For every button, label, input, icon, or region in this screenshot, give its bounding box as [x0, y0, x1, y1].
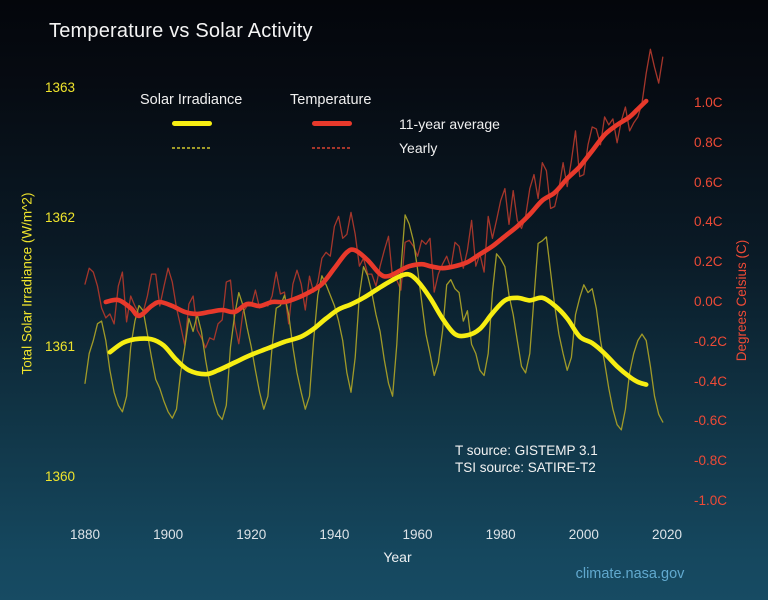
axis-tick-label: 1960 — [402, 527, 433, 542]
series-line-temp_avg — [103, 98, 649, 319]
axis-tick-label: 0.6C — [694, 174, 723, 190]
climate-nasa-gov-link[interactable]: climate.nasa.gov — [575, 566, 685, 582]
axis-tick-label: 1362 — [44, 209, 75, 225]
axis-tick-label: 2020 — [651, 527, 682, 542]
axis-tick-label: -0.8C — [694, 453, 728, 469]
axis-tick-label: 0.4C — [694, 214, 723, 230]
tsi-source-note: TSI source: SATIRE-T2 — [455, 460, 596, 475]
axis-tick-label: -0.4C — [694, 373, 728, 389]
axis-tick-label: 1.0C — [694, 95, 723, 110]
axis-tick-label: 0.2C — [694, 254, 723, 270]
x-axis-title: Year — [383, 549, 412, 565]
axis-tick-label: 0.8C — [694, 134, 723, 150]
legend-swatch-temperature-yearly-line — [312, 147, 352, 149]
legend-swatch-solar-yearly-line — [172, 147, 212, 149]
series-line-tsi_yearly — [84, 214, 664, 431]
axis-tick-label: 1360 — [44, 468, 75, 484]
legend-swatch-temperature-average-line — [312, 121, 352, 126]
temperature-source-note: T source: GISTEMP 3.1 — [455, 443, 598, 458]
axis-tick-label: 1361 — [44, 339, 75, 354]
axis-tick-label: -0.6C — [694, 413, 728, 429]
axis-tick-label: 0.0C — [694, 294, 723, 309]
legend-label-11-year-average: 11-year average — [399, 116, 500, 132]
series-line-tsi_avg — [107, 271, 649, 387]
axis-tick-label: 1880 — [69, 527, 101, 542]
axis-tick-label: 2000 — [568, 527, 599, 542]
legend-label-temperature: Temperature — [290, 92, 372, 108]
axis-tick-label: 1363 — [44, 80, 75, 95]
axis-tick-label: -1.0C — [694, 493, 728, 508]
axis-tick-label: 1920 — [236, 527, 267, 542]
axis-tick-label: 1900 — [153, 527, 184, 542]
axis-tick-label: 1940 — [319, 527, 350, 542]
axis-tick-label: 1980 — [485, 527, 516, 542]
axis-tick-label: -0.2C — [694, 333, 728, 349]
legend-swatch-solar-average-line — [172, 121, 212, 126]
legend-label-yearly: Yearly — [399, 140, 438, 156]
chart-title: Temperature vs Solar Activity — [49, 20, 313, 42]
legend-label-solar-irradiance: Solar Irradiance — [140, 92, 243, 108]
